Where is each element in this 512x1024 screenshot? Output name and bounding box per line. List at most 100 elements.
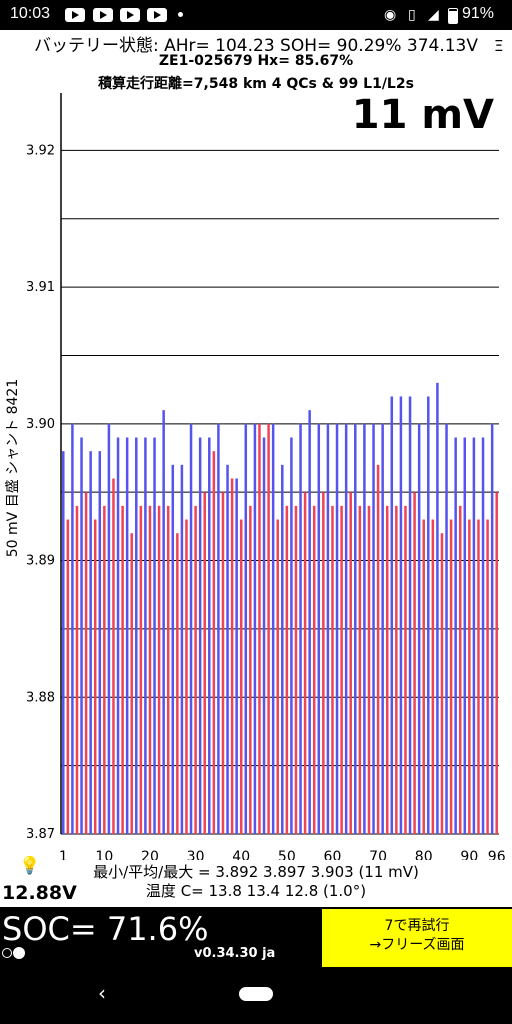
status-time: 10:03 (10, 5, 51, 22)
retry-button-line1: 7で再試行 (384, 918, 450, 934)
bar-cell-3 (71, 423, 74, 834)
bar-cell-43 (253, 423, 257, 834)
bar-cell-26 (176, 533, 179, 834)
bar-cell-92 (477, 519, 480, 834)
bar-cell-48 (276, 519, 279, 834)
bar-cell-27 (180, 464, 184, 834)
bar-cell-42 (249, 505, 252, 834)
bar-cell-53 (299, 423, 302, 834)
bar-cell-2 (66, 519, 70, 834)
bar-cell-36 (221, 492, 225, 834)
bar-cell-25 (171, 464, 175, 834)
battery-status-line: バッテリー状態: AHr= 104.23 SOH= 90.29% 374.13V (33, 36, 478, 56)
bar-cell-64 (349, 492, 352, 834)
bar-cell-63 (344, 423, 348, 834)
bar-cell-6 (84, 492, 88, 834)
back-icon[interactable]: ‹ (98, 981, 106, 1005)
bar-cell-67 (363, 423, 366, 834)
battery-percent: 91% (462, 5, 495, 22)
bar-cell-55 (308, 410, 311, 834)
bar-cell-24 (166, 505, 170, 834)
bar-cell-29 (189, 423, 193, 834)
bar-cell-94 (486, 519, 489, 834)
y-tick-labels: 3.87 3.88 3.89 3.90 3.91 3.92 (26, 143, 55, 842)
y-tick-label: 3.88 (26, 690, 55, 705)
bar-cell-34 (212, 451, 216, 834)
cell-voltage-chart: 3.87 3.88 3.89 3.90 3.91 3.92 1 10 20 30 40 50 60 70… (5, 93, 506, 860)
bar-cell-47 (271, 423, 275, 834)
bar-cell-17 (135, 437, 138, 834)
retry-button[interactable]: 7で再試行 →フリーズ画面 (322, 909, 512, 967)
bar-cell-50 (285, 505, 289, 834)
bar-cell-75 (399, 396, 403, 834)
bar-cell-21 (153, 437, 156, 834)
bar-cell-93 (481, 437, 485, 834)
cell-delta-value: 11 mV (351, 92, 494, 138)
battery-icon (448, 8, 458, 24)
x-tick-label: 90 (460, 849, 478, 860)
bar-cell-89 (463, 437, 467, 834)
x-tick-label: 60 (324, 849, 342, 860)
version-label: v0.34.30 ja (194, 946, 276, 961)
y-axis-label: 50 mV 目盛 シャント 8421 (5, 379, 21, 557)
retry-button-line2: →フリーズ画面 (369, 937, 465, 953)
bar-cell-85 (445, 423, 448, 834)
bar-cell-46 (267, 423, 270, 834)
bar-cell-90 (468, 519, 471, 834)
bar-cell-51 (290, 437, 293, 834)
bar-cell-16 (130, 533, 133, 834)
bulb-icon[interactable]: 💡 (19, 856, 41, 876)
bar-cell-5 (80, 437, 83, 834)
bar-cell-4 (75, 505, 79, 834)
x-tick-label: 50 (278, 849, 296, 860)
bar-cell-49 (281, 464, 284, 834)
bar-cell-81 (427, 396, 430, 834)
bar-cell-87 (454, 437, 457, 834)
bar-cell-40 (239, 519, 243, 834)
bar-cell-32 (203, 492, 206, 834)
bar-cell-91 (472, 437, 476, 834)
bar-cell-83 (436, 382, 439, 834)
bar-cell-12 (112, 478, 115, 834)
min-avg-max: 最小/平均/最大 = 3.892 3.897 3.903 (11 mV) (93, 863, 419, 881)
bar-cell-60 (331, 505, 334, 834)
x-tick-label: 96 (488, 849, 506, 860)
bar-cell-44 (258, 423, 261, 834)
y-tick-label: 3.92 (26, 143, 55, 158)
bar-cell-10 (103, 505, 106, 834)
y-tick-label: 3.87 (26, 827, 55, 842)
bar-cell-20 (148, 505, 152, 834)
bar-cell-45 (262, 437, 266, 834)
bar-cell-74 (395, 505, 398, 834)
soc-value: SOC= 71.6% (2, 910, 209, 948)
bar-cell-96 (495, 492, 498, 834)
bar-cell-76 (404, 505, 407, 834)
toggle-switch[interactable] (2, 947, 25, 959)
home-icon[interactable] (239, 987, 273, 1001)
bar-cell-62 (340, 505, 343, 834)
bar-cell-54 (303, 492, 307, 834)
x-tick-label: 30 (187, 849, 205, 860)
bar-cell-7 (89, 451, 92, 834)
bar-cell-18 (139, 505, 143, 834)
youtube-icon (120, 8, 140, 22)
x-tick-labels: 1 10 20 30 40 50 60 70 80 90 96 (59, 849, 506, 860)
bar-cell-37 (226, 464, 229, 834)
bar-cell-61 (335, 423, 339, 834)
bar-cell-19 (144, 437, 147, 834)
bar-cell-14 (121, 505, 124, 834)
navigation-bar: ‹ (0, 967, 512, 1024)
bar-cell-69 (372, 423, 375, 834)
bar-cell-23 (162, 410, 165, 834)
bar-cell-84 (440, 533, 444, 834)
bar-cell-57 (317, 423, 321, 834)
bar-cell-33 (208, 437, 211, 834)
bar-cell-28 (185, 519, 188, 834)
x-tick-label: 40 (232, 849, 250, 860)
bar-cell-1 (62, 451, 65, 834)
menu-icon[interactable]: Ξ (494, 37, 504, 55)
bar-cell-78 (413, 492, 416, 834)
bar-cell-66 (358, 505, 362, 834)
bar-cell-56 (312, 505, 316, 834)
youtube-icon (147, 8, 167, 22)
